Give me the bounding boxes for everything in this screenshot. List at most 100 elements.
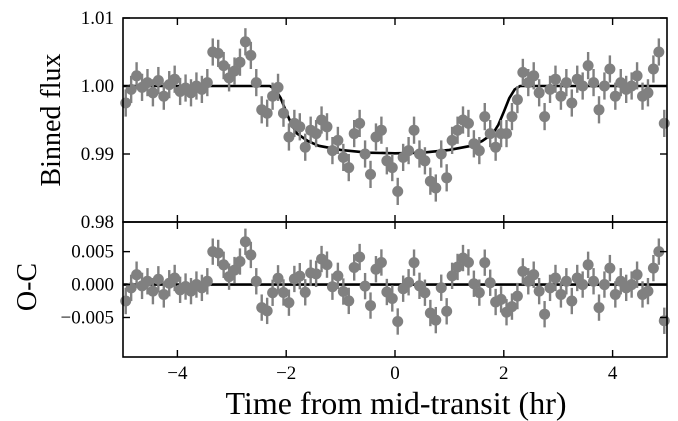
flux-point bbox=[239, 36, 251, 48]
residual-point bbox=[348, 261, 360, 273]
flux-point bbox=[598, 80, 610, 92]
flux-point bbox=[212, 47, 224, 59]
residual-point bbox=[549, 272, 561, 284]
residual-point bbox=[120, 295, 132, 307]
residual-point bbox=[332, 270, 344, 282]
residual-point bbox=[653, 246, 665, 258]
residual-point bbox=[441, 305, 453, 317]
residual-point bbox=[511, 290, 523, 302]
residual-point bbox=[517, 265, 529, 277]
flux-point bbox=[321, 121, 333, 133]
flux-point bbox=[326, 145, 338, 157]
residual-point bbox=[430, 314, 442, 326]
residual-point bbox=[566, 295, 578, 307]
flux-point bbox=[419, 155, 431, 167]
flux-point bbox=[386, 162, 398, 174]
flux-point bbox=[131, 70, 143, 82]
residual-point bbox=[484, 277, 496, 289]
residual-point bbox=[343, 295, 355, 307]
residual-point bbox=[310, 268, 322, 280]
residual-point bbox=[446, 270, 458, 282]
flux-point bbox=[604, 63, 616, 75]
residual-point bbox=[588, 275, 600, 287]
residual-point bbox=[283, 297, 295, 309]
residual-point bbox=[321, 259, 333, 271]
residual-point bbox=[468, 278, 480, 290]
flux-point bbox=[229, 65, 241, 77]
residual-point bbox=[577, 279, 589, 291]
residual-point bbox=[261, 305, 273, 317]
flux-point bbox=[392, 185, 404, 197]
residual-point bbox=[555, 288, 567, 300]
residual-y-axis-title: O-C bbox=[12, 263, 43, 311]
residual-point bbox=[604, 262, 616, 274]
x-tick-label: 0 bbox=[390, 363, 400, 384]
residual-point bbox=[229, 264, 241, 276]
residual-point bbox=[158, 288, 170, 300]
y-tick-label: 1.01 bbox=[81, 8, 114, 29]
residual-point bbox=[294, 270, 306, 282]
flux-point bbox=[631, 70, 643, 82]
transit-model-layer bbox=[123, 84, 667, 155]
flux-panel: 0.98 0.99 1.00 1.01 bbox=[81, 8, 670, 233]
flux-point bbox=[549, 73, 561, 85]
flux-point bbox=[462, 117, 474, 129]
residual-point bbox=[533, 285, 545, 297]
flux-point bbox=[435, 148, 447, 160]
residual-point bbox=[152, 273, 164, 285]
flux-point bbox=[501, 128, 513, 140]
flux-point bbox=[560, 77, 572, 89]
flux-point bbox=[310, 128, 322, 140]
y-tick-label: −0.005 bbox=[61, 307, 114, 328]
flux-point bbox=[169, 73, 181, 85]
flux-axes-layer: 0.98 0.99 1.00 1.01 bbox=[81, 8, 668, 233]
flux-point bbox=[626, 80, 638, 92]
flux-point bbox=[250, 77, 262, 89]
x-tick-label: 4 bbox=[608, 363, 618, 384]
residual-point bbox=[212, 247, 224, 259]
flux-point bbox=[647, 63, 659, 75]
residual-point bbox=[473, 287, 485, 299]
flux-point bbox=[506, 111, 518, 123]
flux-point bbox=[359, 148, 371, 160]
flux-point bbox=[120, 97, 132, 109]
flux-point bbox=[555, 90, 567, 102]
flux-point bbox=[577, 80, 589, 92]
residual-point bbox=[419, 287, 431, 299]
flux-point bbox=[272, 81, 284, 93]
flux-point bbox=[452, 124, 464, 136]
flux-point bbox=[343, 162, 355, 174]
residual-point bbox=[609, 288, 621, 300]
x-axis-title: Time from mid-transit (hr) bbox=[226, 385, 567, 421]
flux-point bbox=[533, 87, 545, 99]
residual-point bbox=[337, 286, 349, 298]
flux-point bbox=[337, 151, 349, 163]
residual-point bbox=[598, 279, 610, 291]
residual-point bbox=[201, 275, 213, 287]
residual-panel: −4 −2 0 2 4 −0.005 0.000 0.005 bbox=[61, 221, 670, 384]
flux-point bbox=[511, 94, 523, 106]
residual-point bbox=[642, 285, 654, 297]
flux-point bbox=[267, 90, 279, 102]
residual-point bbox=[392, 316, 404, 328]
flux-point bbox=[593, 104, 605, 116]
flux-point bbox=[446, 134, 458, 146]
y-tick-label: 0.000 bbox=[71, 275, 114, 296]
flux-point bbox=[544, 83, 556, 95]
residual-point bbox=[141, 275, 153, 287]
flux-point bbox=[141, 77, 153, 89]
flux-point bbox=[517, 66, 529, 78]
residual-points-layer bbox=[120, 228, 670, 335]
flux-point bbox=[490, 141, 502, 153]
flux-point bbox=[261, 107, 273, 119]
residual-point bbox=[299, 286, 311, 298]
residual-point bbox=[277, 286, 289, 298]
flux-point bbox=[528, 70, 540, 82]
x-tick-label: −2 bbox=[276, 363, 296, 384]
residual-point bbox=[403, 276, 415, 288]
y-tick-label: 0.98 bbox=[81, 212, 114, 233]
y-tick-label: 1.00 bbox=[81, 76, 114, 97]
flux-point bbox=[365, 168, 377, 180]
residual-point bbox=[267, 287, 279, 299]
